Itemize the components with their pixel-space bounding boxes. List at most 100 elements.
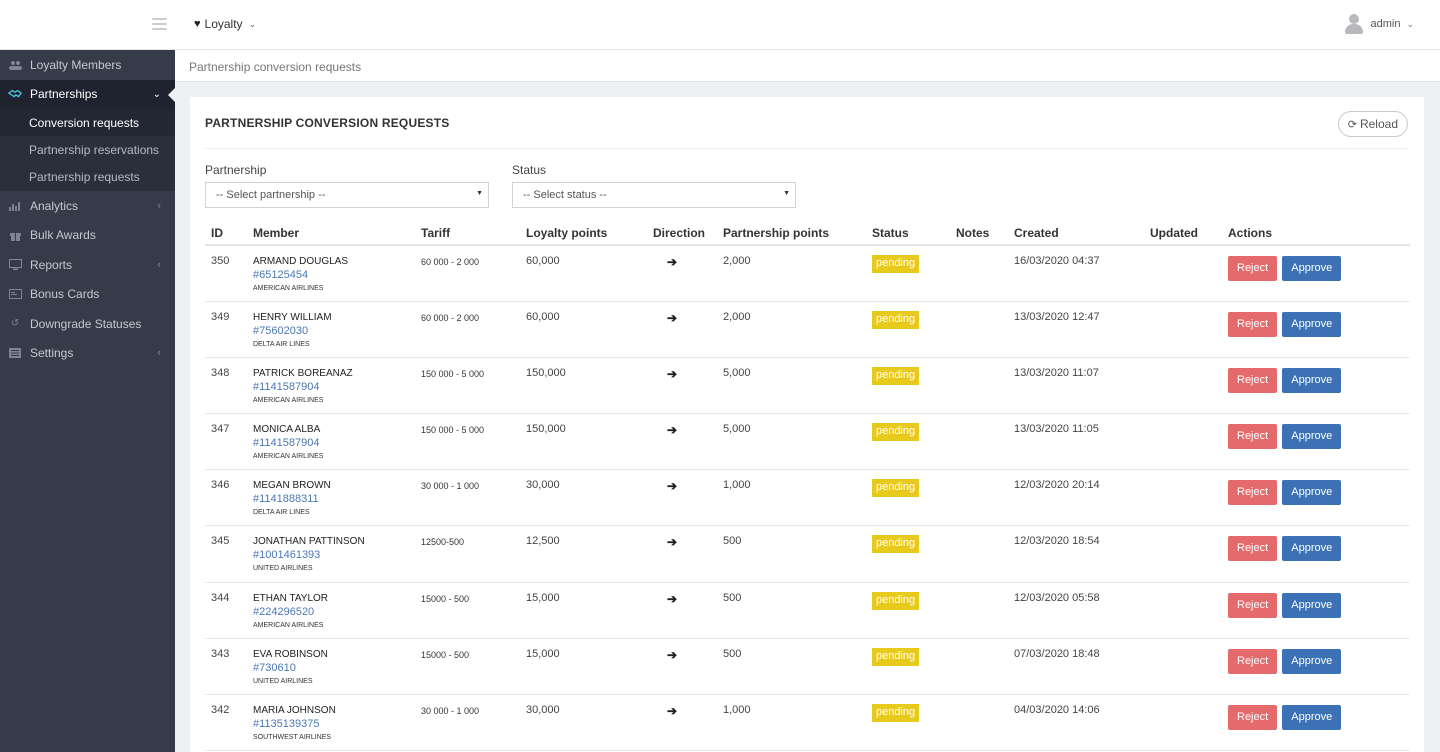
approve-button[interactable]: Approve	[1282, 311, 1342, 337]
sidebar-item-downgrade-statuses[interactable]: ↺ Downgrade Statuses	[0, 309, 175, 339]
member-card-link[interactable]: #1141587904	[253, 437, 320, 450]
approve-button[interactable]: Approve	[1282, 536, 1342, 562]
cell-member: MONICA ALBA #1141587904 AMERICAN AIRLINE…	[247, 413, 415, 471]
column-header-created[interactable]: Created	[1008, 221, 1144, 246]
approve-button[interactable]: Approve	[1282, 424, 1342, 450]
sidebar-item-loyalty-members[interactable]: Loyalty Members	[0, 50, 175, 80]
cell-updated	[1144, 694, 1222, 752]
status-select[interactable]: -- Select status -- ▼	[512, 182, 796, 208]
approve-button[interactable]: Approve	[1282, 592, 1342, 618]
partnership-filter: Partnership -- Select partnership -- ▼	[205, 163, 489, 208]
column-header-updated[interactable]: Updated	[1144, 221, 1222, 246]
member-card-link[interactable]: #1141888311	[253, 493, 319, 506]
sidebar-item-analytics[interactable]: Analytics ‹	[0, 191, 175, 221]
reload-label: Reload	[1359, 117, 1398, 131]
table-row: 345 JONATHAN PATTINSON #1001461393 UNITE…	[205, 525, 1410, 583]
cell-created: 07/03/2020 18:48	[1008, 638, 1144, 696]
reload-button[interactable]: ⟳ Reload	[1337, 111, 1408, 137]
cell-member: MEGAN BROWN #1141888311 DELTA AIR LINES	[247, 469, 415, 527]
users-icon	[8, 59, 22, 71]
sidebar-item-label: Conversion requests	[29, 115, 140, 130]
cell-updated	[1144, 245, 1222, 302]
cell-tariff: 150 000 - 5 000	[415, 413, 520, 471]
module-label: Loyalty	[204, 17, 243, 31]
cell-actions: Reject Approve	[1222, 357, 1410, 415]
reject-button[interactable]: Reject	[1228, 705, 1278, 730]
member-card-link[interactable]: #65125454	[253, 269, 309, 281]
partnership-select[interactable]: -- Select partnership -- ▼	[205, 182, 489, 208]
chevron-left-icon: ‹	[157, 347, 161, 360]
sidebar-item-partnership-reservations[interactable]: Partnership reservations	[0, 136, 175, 163]
cell-created: 13/03/2020 12:47	[1008, 301, 1144, 358]
reject-button[interactable]: Reject	[1228, 256, 1278, 281]
cell-updated	[1144, 469, 1222, 527]
column-header-tariff[interactable]: Tariff	[415, 221, 520, 246]
member-name: MARIA JOHNSON	[253, 705, 336, 716]
undo-icon: ↺	[10, 318, 20, 330]
cell-partnership-points: 1,000	[717, 469, 866, 527]
column-header-loyalty-points[interactable]: Loyalty points	[520, 221, 647, 246]
menu-toggle-icon[interactable]	[152, 18, 167, 30]
column-header-direction[interactable]: Direction	[647, 221, 717, 246]
column-header-partnership-points[interactable]: Partnership points	[717, 221, 866, 246]
arrow-right-icon: ➔	[667, 366, 678, 381]
sidebar: Loyalty Members Partnerships ⌄ Conversio…	[0, 50, 176, 752]
reject-button[interactable]: Reject	[1228, 536, 1278, 562]
caret-down-icon: ▼	[476, 190, 483, 197]
cell-direction: ➔	[647, 638, 717, 696]
cell-loyalty-points: 30,000	[520, 694, 647, 752]
module-dropdown[interactable]: ♥ Loyalty ⌄	[194, 17, 256, 31]
reject-button[interactable]: Reject	[1228, 311, 1278, 337]
member-card-link[interactable]: #1141587904	[253, 380, 320, 393]
status-badge: pending	[872, 255, 920, 273]
member-card-link[interactable]: #1135139375	[253, 718, 320, 730]
approve-button[interactable]: Approve	[1282, 648, 1342, 674]
member-card-link[interactable]: #75602030	[253, 324, 309, 337]
reject-button[interactable]: Reject	[1228, 648, 1278, 674]
sidebar-item-label: Reports	[30, 257, 73, 272]
approve-button[interactable]: Approve	[1282, 480, 1342, 506]
user-menu[interactable]: admin ⌄	[1344, 14, 1414, 34]
cell-id: 343	[205, 638, 247, 696]
sidebar-item-settings[interactable]: Settings ‹	[0, 338, 175, 368]
cell-loyalty-points: 150,000	[520, 357, 647, 415]
cell-direction: ➔	[647, 301, 717, 358]
reject-button[interactable]: Reject	[1228, 367, 1278, 393]
sidebar-item-bonus-cards[interactable]: Bonus Cards	[0, 279, 175, 309]
sidebar-item-partnership-requests[interactable]: Partnership requests	[0, 164, 175, 191]
cell-loyalty-points: 150,000	[520, 413, 647, 471]
sidebar-item-conversion-requests[interactable]: Conversion requests	[0, 109, 175, 137]
reject-button[interactable]: Reject	[1228, 592, 1278, 618]
list-icon	[8, 347, 22, 359]
column-header-status[interactable]: Status	[866, 221, 950, 246]
member-card-link[interactable]: #224296520	[253, 605, 315, 618]
cell-status: pending	[866, 525, 950, 583]
reject-button[interactable]: Reject	[1228, 480, 1278, 506]
cell-direction: ➔	[647, 582, 717, 639]
sidebar-item-partnerships[interactable]: Partnerships ⌄	[0, 79, 176, 109]
column-header-notes[interactable]: Notes	[950, 221, 1008, 246]
arrow-right-icon: ➔	[667, 479, 678, 494]
member-card-link[interactable]: #730610	[253, 661, 296, 674]
chevron-left-icon: ‹	[157, 199, 161, 212]
cell-partnership-points: 2,000	[717, 301, 866, 358]
cell-created: 12/03/2020 20:14	[1008, 469, 1144, 527]
breadcrumb-item: Partnership conversion requests	[189, 60, 362, 74]
sidebar-item-bulk-awards[interactable]: Bulk Awards	[0, 220, 175, 250]
cell-actions: Reject Approve	[1222, 525, 1410, 583]
column-header-id[interactable]: ID	[205, 221, 247, 246]
chevron-down-icon: ⌄	[1406, 18, 1414, 29]
cell-notes	[950, 694, 1008, 752]
approve-button[interactable]: Approve	[1282, 705, 1342, 730]
cell-id: 346	[205, 469, 247, 527]
approve-button[interactable]: Approve	[1282, 367, 1342, 393]
cell-created: 13/03/2020 11:07	[1008, 357, 1144, 415]
cell-member: JONATHAN PATTINSON #1001461393 UNITED AI…	[247, 525, 415, 583]
approve-button[interactable]: Approve	[1282, 256, 1342, 281]
cell-partnership-points: 500	[717, 525, 866, 583]
sidebar-item-reports[interactable]: Reports ‹	[0, 250, 175, 280]
reject-button[interactable]: Reject	[1228, 424, 1278, 450]
member-card-link[interactable]: #1001461393	[253, 549, 321, 562]
column-header-member[interactable]: Member	[247, 221, 415, 246]
card-icon	[8, 288, 22, 300]
